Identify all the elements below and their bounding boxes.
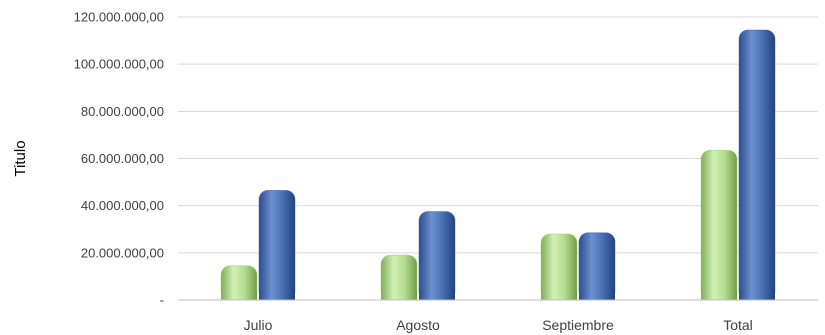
bar-base bbox=[381, 291, 417, 300]
bar-base bbox=[419, 291, 455, 300]
bar-septiembre-series-2 bbox=[579, 233, 615, 300]
y-tick-label: 100.000.000,00 bbox=[74, 57, 164, 72]
bar-total-series-1 bbox=[701, 150, 737, 300]
bar-septiembre-series-1 bbox=[541, 234, 577, 300]
x-category-label: Septiembre bbox=[542, 317, 614, 333]
y-tick-label: 20.000.000,00 bbox=[81, 245, 164, 260]
bar-total-series-2 bbox=[739, 30, 775, 300]
bar-base bbox=[221, 291, 257, 300]
bar-julio-series-2 bbox=[259, 190, 295, 300]
bar-base bbox=[739, 291, 775, 300]
y-axis-title: Titulo bbox=[12, 140, 29, 176]
x-category-label: Total bbox=[723, 317, 753, 333]
y-tick-label: - bbox=[160, 293, 164, 308]
x-category-label: Julio bbox=[244, 317, 273, 333]
bars bbox=[221, 30, 775, 300]
y-tick-label: 120.000.000,00 bbox=[74, 10, 164, 25]
y-axis-tick-labels: - 20.000.000,00 40.000.000,00 60.000.000,00… bbox=[74, 10, 164, 308]
y-tick-label: 80.000.000,00 bbox=[81, 104, 164, 119]
x-axis-category-labels: Julio Agosto Septiembre Total bbox=[244, 317, 753, 333]
bar-base bbox=[579, 291, 615, 300]
bar-base bbox=[259, 291, 295, 300]
y-tick-label: 60.000.000,00 bbox=[81, 151, 164, 166]
x-category-label: Agosto bbox=[396, 317, 440, 333]
y-tick-label: 40.000.000,00 bbox=[81, 198, 164, 213]
bar-base bbox=[701, 291, 737, 300]
bar-base bbox=[541, 291, 577, 300]
bar-agosto-series-2 bbox=[419, 212, 455, 300]
